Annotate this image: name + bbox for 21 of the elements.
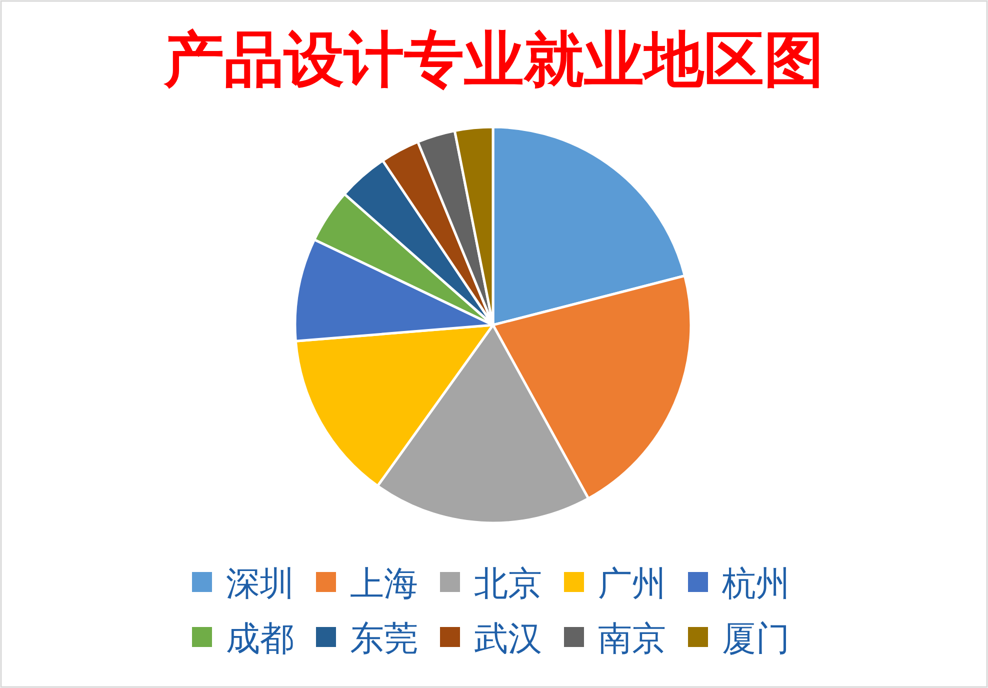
legend-item: 武汉 (440, 619, 542, 659)
legend-item: 深圳 (192, 564, 294, 604)
legend-item: 广州 (564, 564, 666, 604)
legend-label: 成都 (226, 619, 294, 659)
legend-label: 广州 (598, 564, 666, 604)
legend-label: 厦门 (722, 619, 790, 659)
legend-item: 上海 (316, 564, 418, 604)
legend-item: 东莞 (316, 619, 418, 659)
legend-item: 杭州 (688, 564, 790, 604)
legend-label: 杭州 (721, 564, 790, 604)
chart-title: 产品设计专业就业地区图 (163, 25, 824, 95)
legend-label: 北京 (474, 564, 542, 604)
legend-label: 东莞 (350, 619, 418, 659)
legend-label: 上海 (350, 564, 418, 604)
legend-label: 深圳 (226, 564, 294, 604)
legend-item: 南京 (564, 619, 666, 659)
legend-item: 厦门 (688, 619, 790, 659)
legend-label: 武汉 (474, 619, 542, 659)
legend-item: 成都 (192, 619, 294, 659)
legend-label: 南京 (598, 619, 666, 659)
legend-item: 北京 (440, 564, 542, 604)
